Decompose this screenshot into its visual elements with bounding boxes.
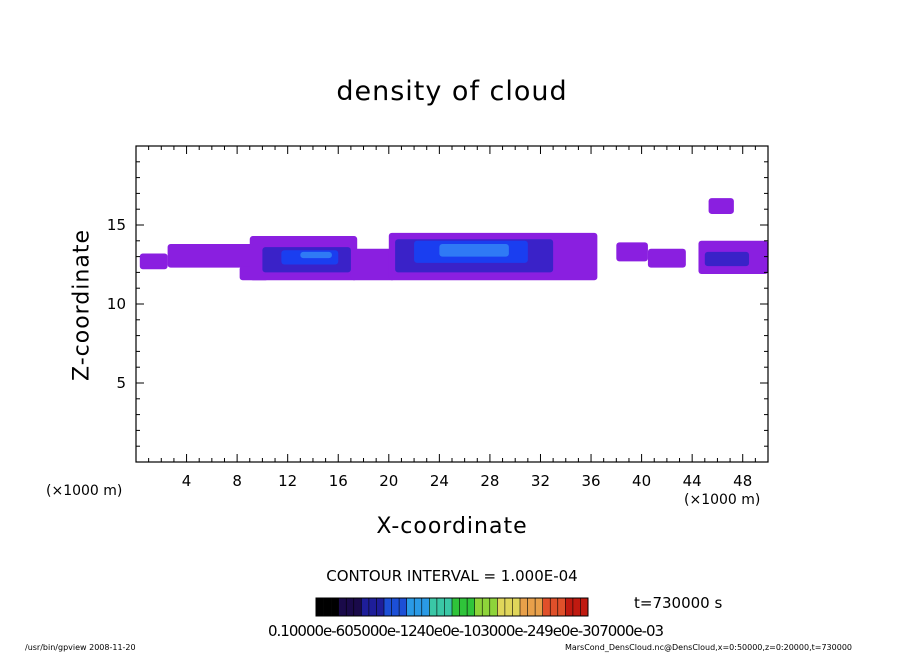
colorbar-cell-31 bbox=[550, 598, 558, 616]
colorbar-cell-24 bbox=[497, 598, 505, 616]
colorbar-cell-19 bbox=[459, 598, 468, 616]
cloud-region-7 bbox=[647, 248, 686, 268]
x-tick-label-8: 8 bbox=[232, 472, 242, 490]
colorbar-cell-28 bbox=[527, 598, 536, 616]
footer-right-note: MarsCond_DensCloud.nc@DensCloud,x=0:5000… bbox=[564, 643, 852, 652]
colorbar-cell-35 bbox=[580, 598, 588, 616]
y-tick-label-5: 5 bbox=[116, 374, 126, 392]
colorbar-cell-32 bbox=[557, 598, 566, 616]
colorbar-cell-10 bbox=[391, 598, 400, 616]
colorbar-cell-34 bbox=[572, 598, 581, 616]
cloud-region-16 bbox=[439, 243, 509, 257]
colorbar-cell-3 bbox=[338, 598, 347, 616]
x-unit-right: (×1000 m) bbox=[684, 492, 761, 508]
colorbar-cell-15 bbox=[429, 598, 437, 616]
colorbar-cell-18 bbox=[452, 598, 460, 616]
cloud-region-15 bbox=[300, 251, 332, 259]
contour-interval-label: CONTOUR INTERVAL = 1.000E-04 bbox=[326, 567, 578, 585]
colorbar-cell-4 bbox=[346, 598, 354, 616]
colorbar-cell-7 bbox=[368, 598, 377, 616]
colorbar-cell-8 bbox=[376, 598, 384, 616]
time-label: t=730000 s bbox=[634, 594, 723, 612]
colorbar-cell-12 bbox=[406, 598, 415, 616]
y-tick-label-10: 10 bbox=[107, 295, 126, 313]
y-tick-label-15: 15 bbox=[107, 216, 126, 234]
colorbar-cell-21 bbox=[474, 598, 483, 616]
x-tick-label-48: 48 bbox=[733, 472, 752, 490]
colorbar-cell-16 bbox=[436, 598, 445, 616]
cloud-region-12 bbox=[704, 251, 750, 267]
x-tick-label-16: 16 bbox=[329, 472, 348, 490]
colorbar-cell-27 bbox=[520, 598, 528, 616]
colorbar-frame bbox=[315, 597, 589, 617]
plot-frame bbox=[135, 145, 769, 463]
colorbar-cell-29 bbox=[535, 598, 543, 616]
x-unit-left: (×1000 m) bbox=[46, 483, 123, 499]
colorbar-cell-22 bbox=[482, 598, 490, 616]
cloud-region-9 bbox=[708, 198, 734, 214]
x-tick-label-44: 44 bbox=[683, 472, 702, 490]
colorbar-tick-labels: 0.10000e-605000e-1240e0e-103000e-249e0e-… bbox=[268, 622, 664, 640]
cloud-region-4 bbox=[350, 248, 396, 281]
cloud-region-1 bbox=[167, 243, 257, 268]
colorbar-cell-25 bbox=[504, 598, 513, 616]
x-tick-label-20: 20 bbox=[379, 472, 398, 490]
colorbar-cell-1 bbox=[323, 598, 332, 616]
colorbar-cell-30 bbox=[542, 598, 551, 616]
x-tick-label-12: 12 bbox=[278, 472, 297, 490]
x-tick-label-28: 28 bbox=[480, 472, 499, 490]
x-axis-label: X-coordinate bbox=[376, 514, 528, 539]
x-tick-label-32: 32 bbox=[531, 472, 550, 490]
x-tick-label-24: 24 bbox=[430, 472, 449, 490]
colorbar-cell-9 bbox=[384, 598, 392, 616]
colorbar-cell-14 bbox=[421, 598, 430, 616]
colorbar-cell-5 bbox=[353, 598, 362, 616]
colorbar-cell-13 bbox=[414, 598, 422, 616]
colorbar-cell-11 bbox=[399, 598, 407, 616]
colorbar-cell-6 bbox=[361, 598, 369, 616]
colorbar-cell-2 bbox=[331, 598, 339, 616]
colorbar-cell-17 bbox=[444, 598, 452, 616]
x-tick-label-40: 40 bbox=[632, 472, 651, 490]
x-tick-label-36: 36 bbox=[581, 472, 600, 490]
colorbar-cell-26 bbox=[512, 598, 520, 616]
colorbar-cell-33 bbox=[565, 598, 573, 616]
colorbar-cell-0 bbox=[316, 598, 324, 616]
footer-left-note: /usr/bin/gpview 2008-11-20 bbox=[25, 643, 136, 652]
cloud-region-6 bbox=[616, 242, 648, 262]
chart-title: density of cloud bbox=[336, 76, 568, 107]
colorbar-cell-23 bbox=[489, 598, 498, 616]
y-axis-label: Z-coordinate bbox=[69, 229, 95, 381]
colorbar-cell-20 bbox=[467, 598, 475, 616]
cloud-region-0 bbox=[139, 253, 168, 270]
x-tick-label-4: 4 bbox=[182, 472, 192, 490]
